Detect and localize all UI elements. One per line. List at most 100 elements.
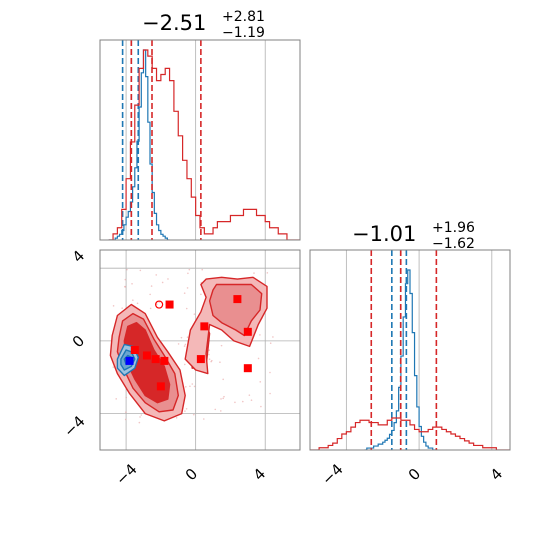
- scatter-sample: [186, 336, 189, 339]
- red-marker: [142, 351, 151, 360]
- scatter-sample: [132, 299, 134, 301]
- title-param1-minus: −1.19: [222, 25, 265, 41]
- scatter-sample: [138, 421, 141, 424]
- scatter-sample: [167, 278, 169, 280]
- scatter-sample: [183, 345, 186, 347]
- scatter-sample: [253, 272, 255, 274]
- scatter-sample: [202, 418, 205, 420]
- marginal-param1-frame: [99, 39, 301, 241]
- histogram-series-0: [364, 269, 438, 450]
- scatter-sample: [259, 381, 262, 383]
- scatter-sample: [156, 303, 158, 306]
- scatter-sample: [214, 408, 217, 411]
- scatter-sample: [150, 285, 153, 287]
- marginal-param2-x-tick-label: 0: [405, 465, 424, 484]
- joint-y-tick-labels: 4 0 −4: [60, 247, 88, 441]
- scatter-sample: [208, 349, 211, 352]
- red-marker: [196, 355, 205, 364]
- scatter-sample: [180, 336, 183, 339]
- scatter-sample: [112, 305, 115, 307]
- scatter-sample: [266, 272, 269, 274]
- marginal-param1-plot-area: [108, 40, 300, 240]
- joint-x-tick-label: −4: [112, 460, 140, 488]
- joint-x-tick-labels: −4 0 4: [112, 460, 269, 488]
- scatter-sample: [234, 401, 236, 404]
- scatter-sample: [269, 392, 271, 395]
- marginal-param2-panel: [309, 249, 511, 451]
- scatter-sample: [241, 400, 244, 403]
- scatter-sample: [220, 398, 222, 400]
- marginal-param2-frame: [309, 249, 511, 451]
- scatter-sample: [175, 416, 178, 419]
- scatter-sample: [139, 416, 141, 418]
- joint-y-tick-label: −4: [60, 412, 88, 440]
- red-marker: [165, 300, 174, 309]
- scatter-sample: [259, 334, 261, 336]
- scatter-sample: [220, 344, 223, 347]
- histogram-series-0: [108, 49, 170, 240]
- scatter-sample: [124, 418, 127, 421]
- scatter-sample: [208, 358, 211, 361]
- red-marker: [243, 327, 252, 336]
- scatter-sample: [191, 383, 194, 385]
- scatter-sample: [189, 385, 191, 388]
- scatter-sample: [115, 398, 118, 400]
- scatter-sample: [185, 407, 188, 410]
- scatter-sample: [124, 278, 127, 281]
- scatter-sample: [125, 411, 127, 413]
- red-marker: [233, 295, 242, 304]
- scatter-sample: [192, 413, 195, 416]
- scatter-sample: [186, 287, 189, 289]
- red-marker: [200, 322, 209, 331]
- scatter-sample: [250, 399, 253, 402]
- scatter-sample: [222, 397, 224, 400]
- scatter-sample: [269, 371, 271, 374]
- red-marker: [243, 364, 252, 373]
- scatter-sample: [187, 272, 189, 275]
- scatter-sample: [185, 385, 187, 388]
- joint-x-tick-label: 4: [250, 465, 269, 484]
- scatter-sample: [210, 360, 212, 363]
- scatter-sample: [177, 343, 180, 345]
- scatter-sample: [155, 274, 158, 276]
- title-param2-median: −1.01: [352, 222, 416, 246]
- scatter-sample: [140, 414, 143, 416]
- joint-frame: [99, 249, 301, 451]
- scatter-sample: [149, 293, 151, 296]
- scatter-sample: [126, 268, 128, 271]
- scatter-sample: [184, 410, 186, 412]
- scatter-sample: [131, 282, 133, 285]
- scatter-sample: [260, 405, 262, 408]
- scatter-sample: [161, 281, 164, 284]
- title-param1: −2.51 +2.81 −1.19: [142, 9, 265, 41]
- scatter-sample: [248, 394, 251, 396]
- scatter-sample: [139, 269, 142, 272]
- joint-panel: [99, 249, 301, 451]
- red-open-marker: [155, 300, 164, 309]
- title-param2: −1.01 +1.96 −1.62: [352, 220, 475, 252]
- red-marker: [151, 355, 160, 364]
- blue-marker: [125, 356, 134, 365]
- scatter-sample: [184, 343, 187, 346]
- histogram-series-1: [108, 49, 300, 240]
- red-marker: [130, 346, 139, 354]
- joint-x-tick-label: 0: [182, 465, 201, 484]
- scatter-sample: [272, 336, 274, 338]
- scatter-sample: [223, 395, 225, 398]
- scatter-sample: [257, 357, 260, 360]
- scatter-sample: [200, 293, 202, 296]
- title-param2-plus: +1.96: [432, 220, 475, 236]
- marginal-param2-x-tick-label: −4: [318, 460, 346, 488]
- scatter-sample: [149, 307, 152, 310]
- scatter-sample: [183, 292, 186, 294]
- marginal-param2-x-tick-label: 4: [487, 465, 506, 484]
- scatter-sample: [193, 313, 196, 315]
- scatter-sample: [185, 307, 188, 310]
- scatter-sample: [125, 396, 128, 399]
- title-param2-minus: −1.62: [432, 236, 475, 252]
- scatter-sample: [269, 342, 272, 345]
- scatter-sample: [188, 268, 191, 271]
- joint-y-tick-label: 0: [69, 332, 88, 351]
- scatter-sample: [112, 366, 115, 368]
